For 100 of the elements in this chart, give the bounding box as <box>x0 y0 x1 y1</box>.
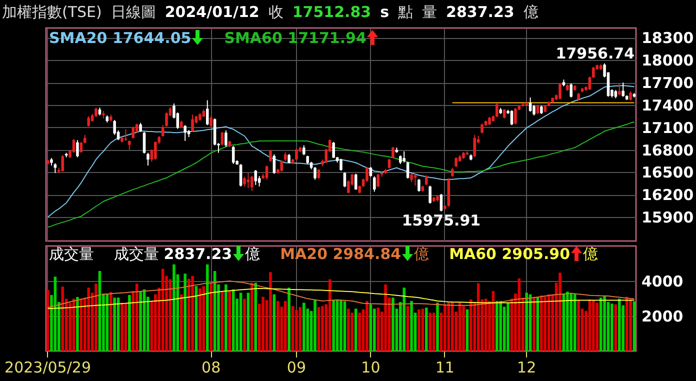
series-label: 成交量 <box>114 245 160 263</box>
x-tick-label: 09 <box>286 358 306 376</box>
chart-title: 加權指數(TSE) <box>2 3 102 21</box>
bar <box>384 284 387 351</box>
bar <box>366 300 368 351</box>
bar <box>198 288 202 351</box>
bar <box>596 302 599 351</box>
text: 量 <box>422 3 438 21</box>
bar <box>406 306 410 351</box>
y-tick-label: 17100 <box>642 118 694 137</box>
x-tick-label: 08 <box>202 358 221 376</box>
bar <box>558 272 562 351</box>
candlestick <box>332 141 335 159</box>
series-label: MA20 <box>280 245 329 263</box>
bar <box>224 284 228 351</box>
bar <box>499 300 502 351</box>
candlestick <box>210 116 212 128</box>
bar <box>603 296 606 351</box>
candlestick <box>94 107 98 118</box>
bar <box>243 298 246 351</box>
bar <box>288 288 290 351</box>
line-series <box>47 280 635 308</box>
bar <box>109 292 112 351</box>
candlestick <box>558 82 562 100</box>
annotation: 億 <box>414 245 430 263</box>
bar <box>284 300 287 351</box>
candlestick <box>61 154 64 172</box>
line-series <box>47 288 635 310</box>
text: MA60 <box>449 245 498 263</box>
candlestick <box>224 130 228 148</box>
candlestick <box>220 131 224 146</box>
annotation: 17171.94 <box>288 29 366 47</box>
candlestick <box>76 140 79 158</box>
annotation: 17644.05 <box>112 29 192 47</box>
candlestick <box>54 162 57 174</box>
text: 2024/01/12 <box>164 3 260 21</box>
bar <box>68 302 72 351</box>
bar <box>354 308 358 351</box>
bar <box>570 294 573 351</box>
candlestick <box>373 176 376 192</box>
bar <box>410 300 413 351</box>
bar <box>302 302 306 351</box>
text: SMA20 <box>49 29 108 47</box>
candlestick <box>424 174 428 186</box>
text: SMA60 <box>224 29 284 47</box>
annotation: 2905.90 <box>502 245 570 263</box>
bar <box>228 290 232 351</box>
annotation: 15975.91 <box>402 211 481 230</box>
candlestick <box>388 158 391 170</box>
bar <box>332 300 335 351</box>
candlestick <box>246 172 250 188</box>
text: 億 <box>523 3 538 21</box>
candlestick <box>243 176 246 187</box>
bar <box>128 295 131 351</box>
y-tick-label: 17700 <box>642 74 694 92</box>
y-tick-label: 17400 <box>642 96 694 114</box>
bar <box>239 292 242 351</box>
candlestick <box>528 97 532 112</box>
candlestick <box>588 76 592 91</box>
candlestick <box>295 148 298 161</box>
bar <box>113 298 116 351</box>
y-tick-label: 16200 <box>642 186 694 204</box>
bar <box>632 301 636 351</box>
bar <box>577 300 580 351</box>
bar <box>350 312 354 351</box>
bar <box>506 302 510 351</box>
bar <box>540 295 543 351</box>
candlestick <box>343 172 346 188</box>
candlestick <box>87 116 90 128</box>
bar <box>314 300 316 351</box>
candlestick <box>414 173 417 186</box>
candlestick <box>510 110 514 126</box>
bar <box>61 286 64 351</box>
y-tick-label: 16500 <box>642 164 694 182</box>
bar <box>629 299 632 351</box>
candlestick <box>146 152 150 166</box>
bar <box>343 301 346 351</box>
bar <box>76 296 79 351</box>
bar <box>432 312 436 351</box>
bar <box>120 302 124 351</box>
candlestick <box>269 149 272 162</box>
candlestick <box>376 173 380 188</box>
bar <box>444 304 446 351</box>
bar <box>321 306 324 351</box>
candlestick <box>113 119 116 136</box>
x-tick-label: 2023/05/29 <box>4 358 91 376</box>
x-tick-label: 11 <box>435 358 454 376</box>
bar <box>328 279 332 351</box>
y-tick-label: 2000 <box>642 308 684 326</box>
text: s <box>380 3 390 21</box>
bar <box>298 307 302 351</box>
bar <box>376 308 380 351</box>
bar <box>250 282 254 351</box>
candlestick <box>496 102 498 118</box>
y-tick-label: 4000 <box>642 272 684 290</box>
bar <box>246 292 250 351</box>
chart-subtitle: 日線圖 <box>110 3 156 21</box>
candlestick <box>392 146 394 159</box>
candlestick <box>250 175 254 192</box>
bar <box>424 308 428 351</box>
